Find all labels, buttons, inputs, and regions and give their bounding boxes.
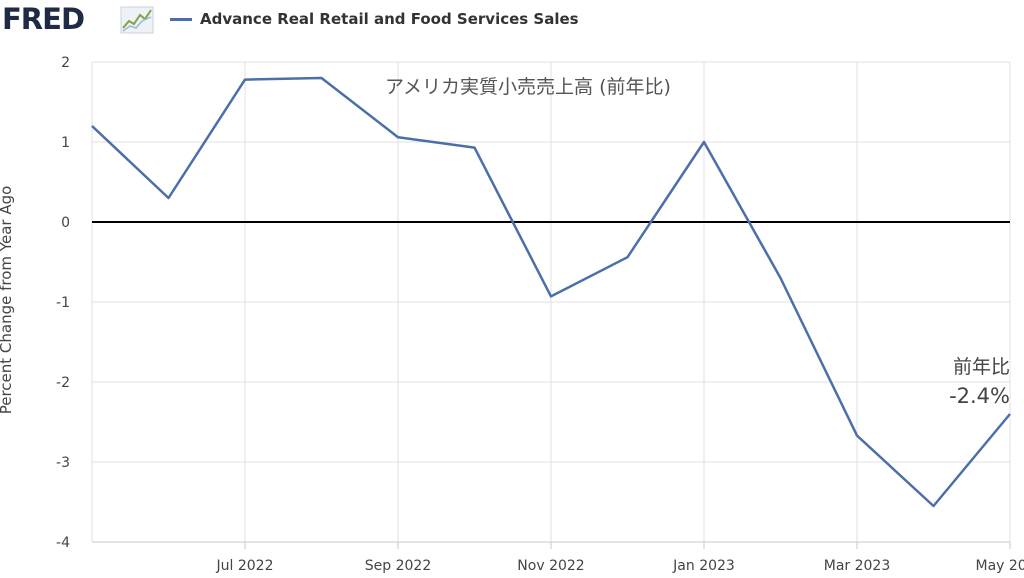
x-tick-label: Jul 2022 xyxy=(216,558,274,574)
chart-annotation-title: アメリカ実質小売売上高 (前年比) xyxy=(385,76,671,98)
y-tick-label: -1 xyxy=(56,295,70,311)
chart-header: FRED Advance Real Retail and Food Servic… xyxy=(0,0,1024,40)
series-line xyxy=(91,76,1011,508)
legend-swatch xyxy=(170,17,192,21)
y-tick-label: 2 xyxy=(61,55,70,71)
x-tick-label: Sep 2022 xyxy=(365,558,431,574)
y-axis-label: Percent Change from Year Ago xyxy=(0,185,15,415)
fred-logo-chart-icon xyxy=(120,6,154,34)
y-tick-label: -4 xyxy=(56,535,70,551)
y-tick-label: -2 xyxy=(56,375,70,391)
x-tick-label: Mar 2023 xyxy=(824,558,891,574)
legend-label: Advance Real Retail and Food Services Sa… xyxy=(200,10,579,28)
y-tick-label: 0 xyxy=(61,215,70,231)
fred-logo[interactable]: FRED xyxy=(2,2,85,36)
y-tick-label: -3 xyxy=(56,455,70,471)
latest-value-label: 前年比 xyxy=(952,356,1010,378)
latest-value: -2.4% xyxy=(949,384,1010,408)
x-tick-label: Jan 2023 xyxy=(672,558,735,574)
y-tick-label: 1 xyxy=(61,135,70,151)
x-tick-label: May 2023 xyxy=(975,558,1024,574)
x-tick-label: Nov 2022 xyxy=(517,558,584,574)
chart-legend[interactable]: Advance Real Retail and Food Services Sa… xyxy=(170,8,579,30)
